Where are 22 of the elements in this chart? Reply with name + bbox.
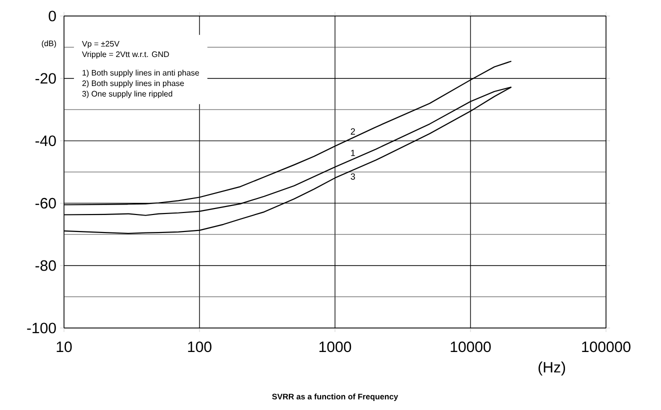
y-tick-label: 0 [48,10,56,22]
annotation: 1) Both supply lines in anti phase [82,70,199,78]
x-axis-title: (Hz) [538,362,566,376]
y-tick-label: -100 [27,322,56,334]
series-label: 3 [350,173,355,180]
annotation: Vripple = 2Vtt w.r.t. GND [82,51,169,59]
y-axis-title: (dB) [42,40,56,48]
x-tick-label: 100000 [582,342,630,352]
y-tick-label: -20 [35,73,56,84]
x-tick-label: 1000 [319,342,352,352]
series-label: 2 [350,128,355,135]
y-tick-label: -60 [35,198,56,209]
annotation: 2) Both supply lines in phase [82,80,184,88]
x-tick-label: 10000 [450,342,491,352]
x-tick-label: 10 [56,342,72,352]
annotation: 3) One supply line rippled [82,90,172,98]
text: SVRR as a function of Frequency [272,394,398,401]
x-tick-label: 100 [188,342,212,352]
annotation: Vp = ±25V [82,40,120,48]
y-tick-label: -80 [35,260,56,271]
y-tick-label: -40 [35,135,56,146]
series-label: 1 [351,150,355,156]
